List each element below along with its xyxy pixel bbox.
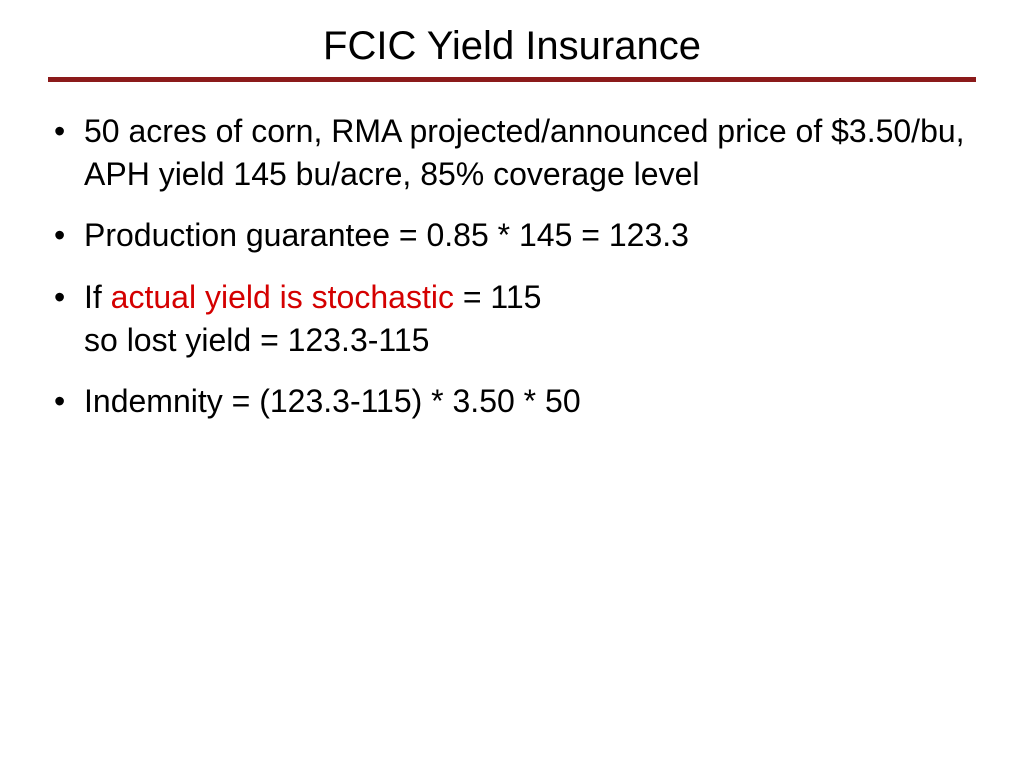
bullet-item: Production guarantee = 0.85 * 145 = 123.…: [48, 214, 976, 257]
bullet-text: Indemnity = (123.3-115) * 3.50 * 50: [84, 383, 581, 419]
bullet-text: Production guarantee = 0.85 * 145 = 123.…: [84, 217, 689, 253]
bullet-text: 50 acres of corn, RMA projected/announce…: [84, 113, 965, 192]
bullet-text: = 115: [454, 279, 541, 315]
bullet-list: 50 acres of corn, RMA projected/announce…: [48, 110, 976, 423]
bullet-text-highlight: actual yield is stochastic: [111, 279, 454, 315]
bullet-item: Indemnity = (123.3-115) * 3.50 * 50: [48, 380, 976, 423]
bullet-text: so lost yield = 123.3-115: [84, 322, 429, 358]
slide: FCIC Yield Insurance 50 acres of corn, R…: [0, 0, 1024, 768]
bullet-item: If actual yield is stochastic = 115 so lo…: [48, 276, 976, 362]
slide-title: FCIC Yield Insurance: [48, 24, 976, 69]
title-rule: [48, 77, 976, 82]
bullet-text: If: [84, 279, 111, 315]
bullet-item: 50 acres of corn, RMA projected/announce…: [48, 110, 976, 196]
